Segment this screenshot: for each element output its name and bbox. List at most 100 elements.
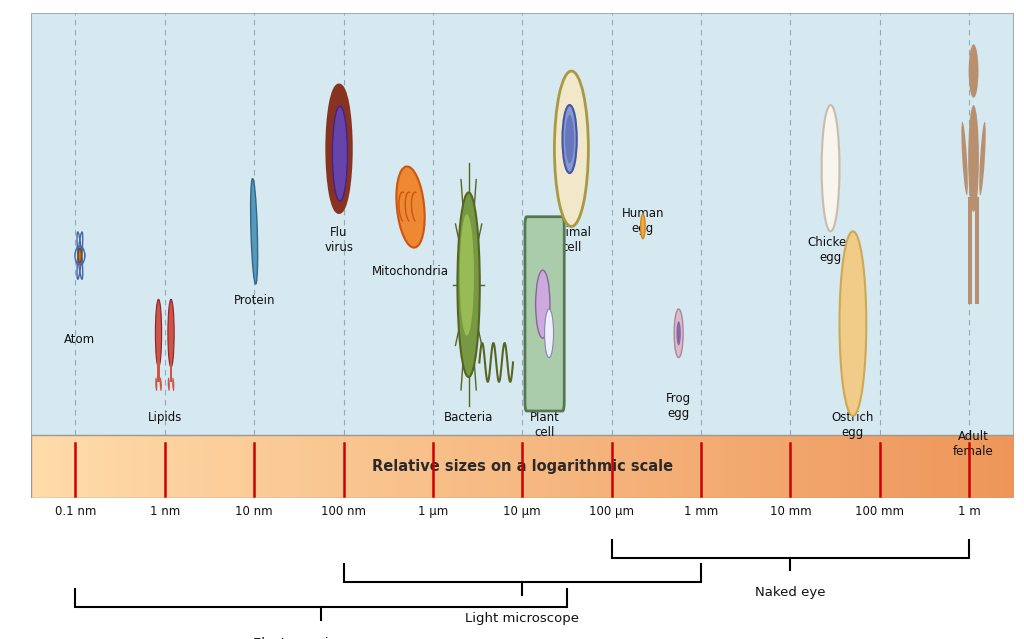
Bar (732, 435, 735, 498)
Bar (951, 435, 954, 498)
Bar (922, 435, 926, 498)
Bar (516, 435, 519, 498)
Bar (621, 435, 624, 498)
Bar (323, 435, 326, 498)
Bar (689, 435, 692, 498)
Text: 10 μm: 10 μm (504, 505, 541, 518)
Bar (440, 435, 443, 498)
Bar (741, 435, 745, 498)
Bar (348, 435, 352, 498)
Bar (336, 435, 339, 498)
Text: 100 mm: 100 mm (855, 505, 904, 518)
Bar (191, 435, 195, 498)
Ellipse shape (968, 105, 979, 212)
Bar (158, 334, 160, 382)
Text: Ostrich
egg: Ostrich egg (831, 411, 874, 439)
FancyBboxPatch shape (525, 217, 564, 411)
Bar (135, 435, 139, 498)
Circle shape (84, 252, 85, 259)
Bar (643, 435, 647, 498)
Bar (571, 435, 574, 498)
Bar (139, 435, 142, 498)
Bar (847, 435, 850, 498)
Bar (119, 435, 123, 498)
Ellipse shape (562, 105, 577, 173)
Ellipse shape (545, 309, 554, 358)
Bar (659, 435, 664, 498)
Bar (500, 435, 503, 498)
Bar (299, 435, 303, 498)
Bar (860, 435, 863, 498)
Bar (719, 435, 722, 498)
Bar (44, 435, 47, 498)
Bar (74, 435, 77, 498)
Bar (80, 435, 83, 498)
Bar (361, 435, 365, 498)
Bar (463, 435, 467, 498)
Bar (198, 435, 201, 498)
Bar (489, 435, 493, 498)
Bar (758, 435, 762, 498)
Text: Plant
cell: Plant cell (529, 411, 559, 439)
Bar (312, 435, 315, 498)
Bar (430, 435, 434, 498)
Bar (745, 435, 749, 498)
Bar (696, 435, 699, 498)
Bar (290, 435, 293, 498)
Bar (332, 435, 336, 498)
Bar (929, 435, 932, 498)
Bar (656, 435, 659, 498)
Bar (273, 435, 276, 498)
Bar (814, 435, 817, 498)
Bar (594, 435, 598, 498)
Text: Chicken
egg: Chicken egg (807, 236, 854, 264)
Bar (680, 435, 683, 498)
Bar (388, 435, 391, 498)
Bar (283, 435, 287, 498)
Bar (401, 435, 404, 498)
Bar (640, 435, 643, 498)
Bar (781, 435, 784, 498)
Bar (817, 435, 820, 498)
Bar (241, 435, 244, 498)
Circle shape (77, 261, 78, 267)
Bar (837, 435, 840, 498)
Bar (365, 435, 369, 498)
Bar (434, 435, 437, 498)
Bar (893, 435, 896, 498)
Bar (326, 435, 329, 498)
Bar (631, 435, 634, 498)
Bar (244, 435, 247, 498)
Bar (932, 435, 935, 498)
Bar (467, 435, 470, 498)
Bar (41, 435, 44, 498)
Bar (60, 435, 63, 498)
Bar (159, 435, 162, 498)
Bar (276, 435, 280, 498)
Text: 10 mm: 10 mm (769, 505, 811, 518)
Bar (181, 435, 184, 498)
Bar (427, 435, 430, 498)
Text: 100 μm: 100 μm (589, 505, 634, 518)
Bar (702, 435, 706, 498)
Bar (1011, 435, 1014, 498)
Ellipse shape (460, 214, 474, 335)
Bar (306, 435, 309, 498)
Bar (145, 435, 148, 498)
Bar (525, 435, 528, 498)
Bar (692, 435, 696, 498)
Circle shape (79, 248, 81, 263)
Bar (709, 435, 713, 498)
Bar (506, 435, 509, 498)
Bar (568, 435, 571, 498)
Bar (53, 435, 57, 498)
Circle shape (328, 86, 350, 212)
Text: 1 m: 1 m (957, 505, 980, 518)
Text: Lipids: Lipids (147, 411, 182, 424)
Bar (637, 435, 640, 498)
Bar (263, 435, 266, 498)
Bar (683, 435, 686, 498)
Bar (257, 435, 260, 498)
Bar (385, 435, 388, 498)
Bar (607, 435, 610, 498)
